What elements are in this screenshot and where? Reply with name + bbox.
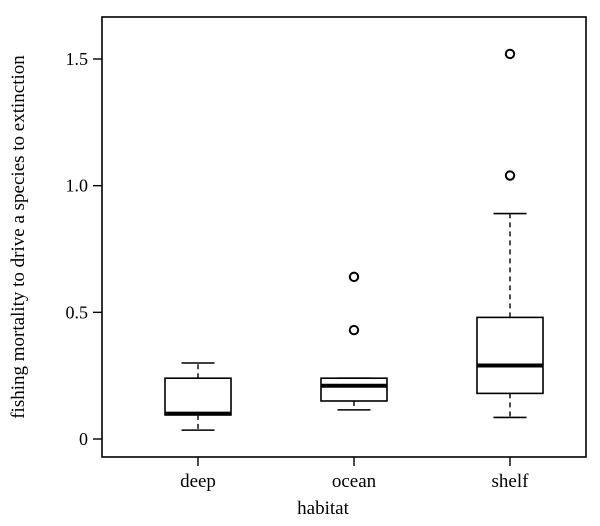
box-ocean (320, 271, 388, 411)
outlier-point (504, 48, 516, 60)
y-tick-label: 1.5 (66, 49, 89, 69)
plot-frame (101, 16, 587, 458)
x-tick-label: deep (180, 471, 216, 492)
y-tick-label: 0.5 (66, 302, 89, 322)
outlier-point (504, 170, 516, 181)
x-tick-label: shelf (492, 471, 530, 492)
box-iqr (320, 377, 388, 402)
y-axis: 0 0.5 1.0 1.5 (66, 49, 102, 449)
y-tick-label: 0 (79, 429, 88, 449)
outlier-point (348, 324, 360, 336)
box-iqr (476, 316, 544, 395)
y-tick-label: 1.0 (66, 176, 89, 196)
outlier-point (348, 271, 360, 283)
x-axis-label: habitat (297, 498, 349, 519)
x-axis: deep ocean shelf (180, 457, 529, 492)
box-deep (164, 362, 232, 431)
box-iqr (164, 377, 232, 416)
boxes-layer (164, 48, 544, 431)
x-tick-label: ocean (332, 471, 377, 492)
y-axis-label: fishing mortality to drive a species to … (8, 55, 29, 419)
box-shelf (476, 48, 544, 419)
